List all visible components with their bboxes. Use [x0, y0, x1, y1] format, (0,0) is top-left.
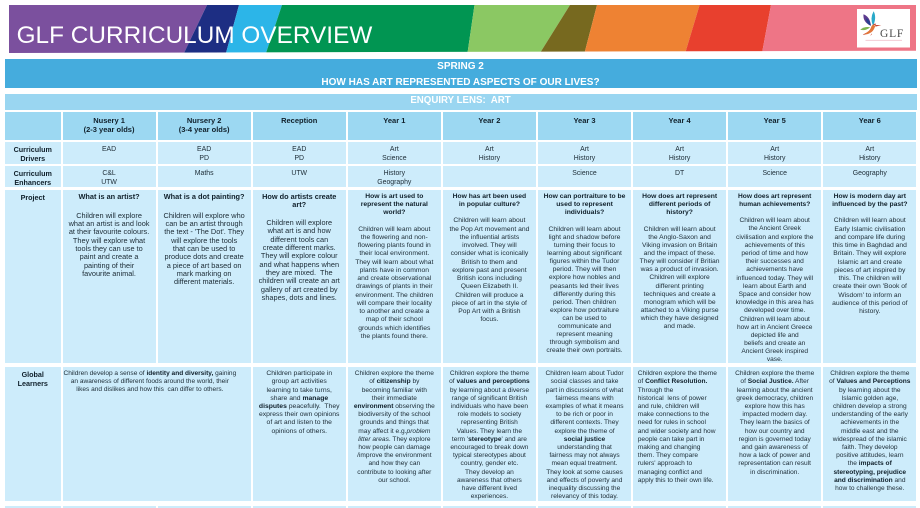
svg-text:GLF: GLF	[880, 27, 904, 39]
